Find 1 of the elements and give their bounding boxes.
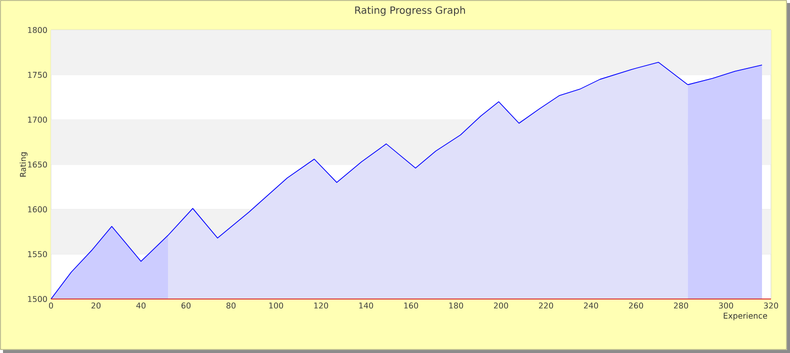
- chart-title: Rating Progress Graph: [355, 6, 465, 16]
